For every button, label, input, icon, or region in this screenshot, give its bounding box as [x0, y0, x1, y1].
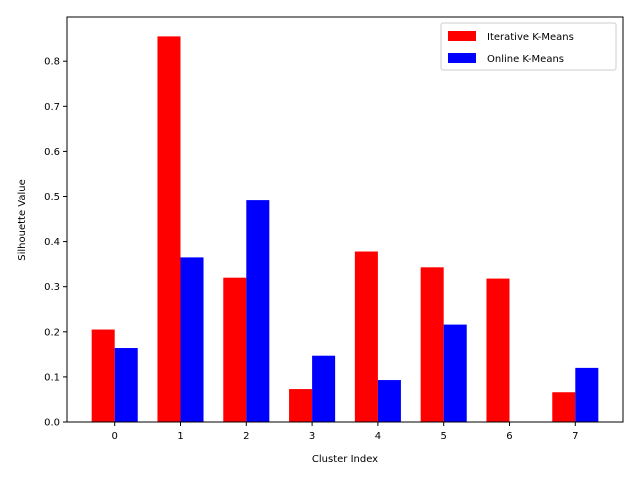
x-axis: 0 1 2 3 4 5 6 7 [112, 422, 578, 442]
x-tick-label: 6 [506, 431, 512, 442]
x-tick-label: 4 [375, 431, 381, 442]
y-axis: 0.0 0.1 0.2 0.3 0.4 0.5 0.6 0.7 0.8 [44, 57, 67, 429]
legend-label-online: Online K-Means [487, 54, 564, 65]
bar-online-cluster-5 [443, 324, 467, 422]
y-axis-label: Silhouette Value [17, 179, 28, 260]
x-tick-label: 0 [112, 431, 118, 442]
y-tick-label: 0.6 [44, 147, 60, 158]
y-tick-label: 0.4 [44, 237, 60, 248]
legend-swatch-online [448, 53, 476, 63]
y-tick-label: 0.7 [44, 102, 60, 113]
y-tick-label: 0.1 [44, 372, 60, 383]
bar-iterative-cluster-4 [354, 251, 378, 422]
legend: Iterative K-Means Online K-Means [440, 22, 617, 71]
bar-iterative-cluster-1 [157, 36, 181, 422]
y-tick-label: 0.0 [44, 418, 60, 429]
bar-online-cluster-3 [312, 355, 336, 422]
bar-online-cluster-0 [114, 348, 138, 422]
x-tick-label: 3 [309, 431, 315, 442]
y-tick-label: 0.8 [44, 57, 60, 68]
bar-online-cluster-4 [377, 380, 401, 422]
x-axis-label: Cluster Index [312, 454, 378, 465]
x-tick-label: 1 [177, 431, 183, 442]
bar-iterative-cluster-2 [223, 277, 247, 422]
bar-iterative-cluster-0 [91, 329, 115, 422]
bar-iterative-cluster-3 [289, 389, 313, 422]
bar-iterative-cluster-6 [486, 278, 510, 422]
legend-label-iterative: Iterative K-Means [487, 32, 574, 43]
y-tick-label: 0.3 [44, 282, 60, 293]
legend-swatch-iterative [448, 31, 476, 41]
y-tick-label: 0.5 [44, 192, 60, 203]
x-tick-label: 5 [441, 431, 447, 442]
bar-iterative-cluster-5 [420, 267, 444, 422]
bar-online-cluster-7 [575, 367, 599, 422]
bar-online-cluster-2 [246, 200, 270, 422]
x-tick-label: 7 [572, 431, 578, 442]
y-tick-label: 0.2 [44, 327, 60, 338]
legend-frame [440, 22, 617, 71]
bar-online-cluster-1 [180, 257, 204, 422]
bar-iterative-cluster-7 [552, 392, 576, 422]
plot-frame [66, 16, 624, 423]
x-tick-label: 2 [243, 431, 249, 442]
bars-group [91, 36, 599, 422]
